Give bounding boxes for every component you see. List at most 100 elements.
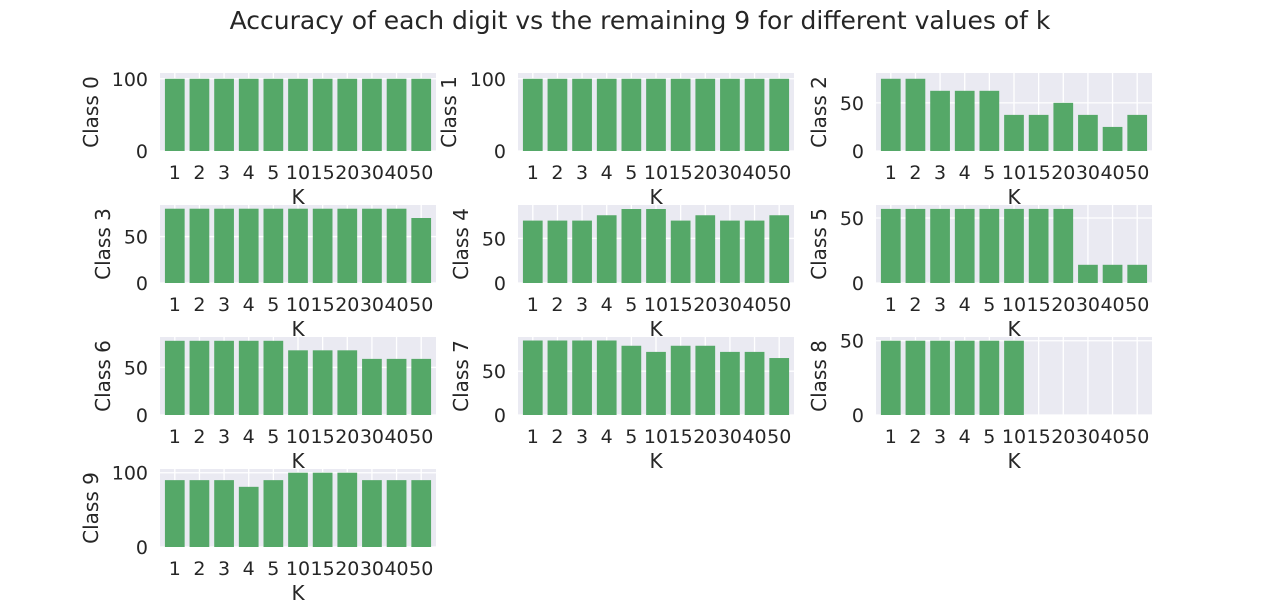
- x-axis-label: K: [1007, 317, 1021, 341]
- y-axis-label: Class 3: [91, 208, 115, 280]
- x-axis-label: K: [291, 185, 305, 209]
- x-tick-label: 2: [193, 162, 205, 184]
- x-tick-label: 20: [335, 294, 359, 316]
- bar: [312, 472, 333, 547]
- x-tick-label: 10: [644, 162, 668, 184]
- bar: [411, 78, 432, 151]
- bar: [288, 78, 308, 151]
- bar: [1004, 340, 1024, 415]
- bar: [263, 78, 284, 151]
- x-tick-label: 1: [885, 162, 897, 184]
- bar: [288, 350, 308, 415]
- x-axis-label: K: [1007, 185, 1021, 209]
- x-tick-label: 40: [742, 294, 766, 316]
- x-tick-label: 2: [193, 294, 205, 316]
- x-tick-label: 5: [625, 426, 637, 448]
- x-tick-label: 1: [885, 294, 897, 316]
- x-tick-label: 50: [767, 294, 791, 316]
- x-tick-label: 20: [335, 162, 359, 184]
- x-axis-label: K: [649, 449, 663, 473]
- x-tick-label: 1: [885, 426, 897, 448]
- bar: [744, 78, 765, 151]
- x-tick-label: 40: [384, 294, 408, 316]
- x-tick-label: 20: [693, 426, 717, 448]
- x-tick-label: 20: [335, 426, 359, 448]
- x-tick-label: 10: [644, 294, 668, 316]
- x-tick-label: 3: [934, 294, 946, 316]
- y-tick-label: 0: [494, 273, 506, 295]
- bar: [1028, 114, 1049, 151]
- x-tick-label: 4: [959, 162, 971, 184]
- x-tick-label: 3: [576, 294, 588, 316]
- y-tick-label: 0: [136, 537, 148, 559]
- x-tick-label: 10: [1002, 426, 1026, 448]
- x-tick-label: 40: [384, 162, 408, 184]
- x-tick-label: 50: [767, 162, 791, 184]
- bar: [596, 340, 617, 415]
- y-tick-label: 0: [852, 141, 864, 163]
- y-axis-label: Class 4: [449, 208, 473, 280]
- bar: [930, 340, 950, 415]
- x-tick-label: 20: [1051, 294, 1075, 316]
- y-tick-label: 0: [136, 141, 148, 163]
- x-tick-label: 30: [718, 294, 742, 316]
- bar: [362, 208, 382, 283]
- x-axis-label: K: [649, 317, 663, 341]
- bar: [954, 340, 975, 415]
- bar: [880, 208, 901, 283]
- x-tick-label: 4: [601, 426, 613, 448]
- x-tick-label: 1: [169, 162, 181, 184]
- x-tick-label: 30: [1076, 162, 1100, 184]
- bar: [337, 350, 358, 415]
- y-tick-label: 100: [112, 69, 148, 91]
- bar: [1102, 126, 1123, 151]
- subplot-class-9: 1 2 3 4 5 10 15 20 30 40 50 0 100 K Class 9: [79, 463, 436, 605]
- bar: [954, 208, 975, 283]
- x-tick-label: 15: [669, 294, 693, 316]
- bar: [263, 208, 284, 283]
- bar: [954, 90, 975, 151]
- bar: [522, 78, 543, 151]
- bar: [189, 340, 210, 415]
- x-tick-label: 4: [959, 294, 971, 316]
- x-axis-label: K: [1007, 449, 1021, 473]
- bar: [930, 208, 950, 283]
- bar: [1127, 264, 1148, 283]
- y-tick-label: 50: [482, 361, 506, 383]
- x-tick-label: 2: [193, 426, 205, 448]
- bar: [263, 480, 284, 547]
- bar: [979, 208, 1000, 283]
- bar: [1053, 102, 1074, 151]
- bar: [522, 220, 543, 283]
- x-tick-label: 1: [527, 162, 539, 184]
- bar: [979, 90, 1000, 151]
- y-tick-label: 100: [470, 69, 506, 91]
- x-tick-label: 40: [1100, 294, 1124, 316]
- x-tick-label: 15: [311, 426, 335, 448]
- bar: [646, 351, 666, 415]
- x-tick-label: 3: [218, 162, 230, 184]
- x-tick-label: 2: [551, 426, 563, 448]
- bar: [263, 340, 284, 415]
- x-tick-label: 10: [1002, 294, 1026, 316]
- y-tick-label: 50: [840, 93, 864, 115]
- x-tick-label: 30: [360, 558, 384, 580]
- y-tick-label: 100: [112, 463, 148, 485]
- bar: [744, 351, 765, 415]
- bar: [695, 78, 716, 151]
- x-tick-label: 5: [625, 294, 637, 316]
- bar: [621, 345, 642, 415]
- x-tick-label: 1: [527, 426, 539, 448]
- bar: [189, 208, 210, 283]
- x-tick-label: 3: [576, 426, 588, 448]
- bar: [189, 480, 210, 547]
- x-tick-label: 5: [267, 558, 279, 580]
- bar: [214, 340, 234, 415]
